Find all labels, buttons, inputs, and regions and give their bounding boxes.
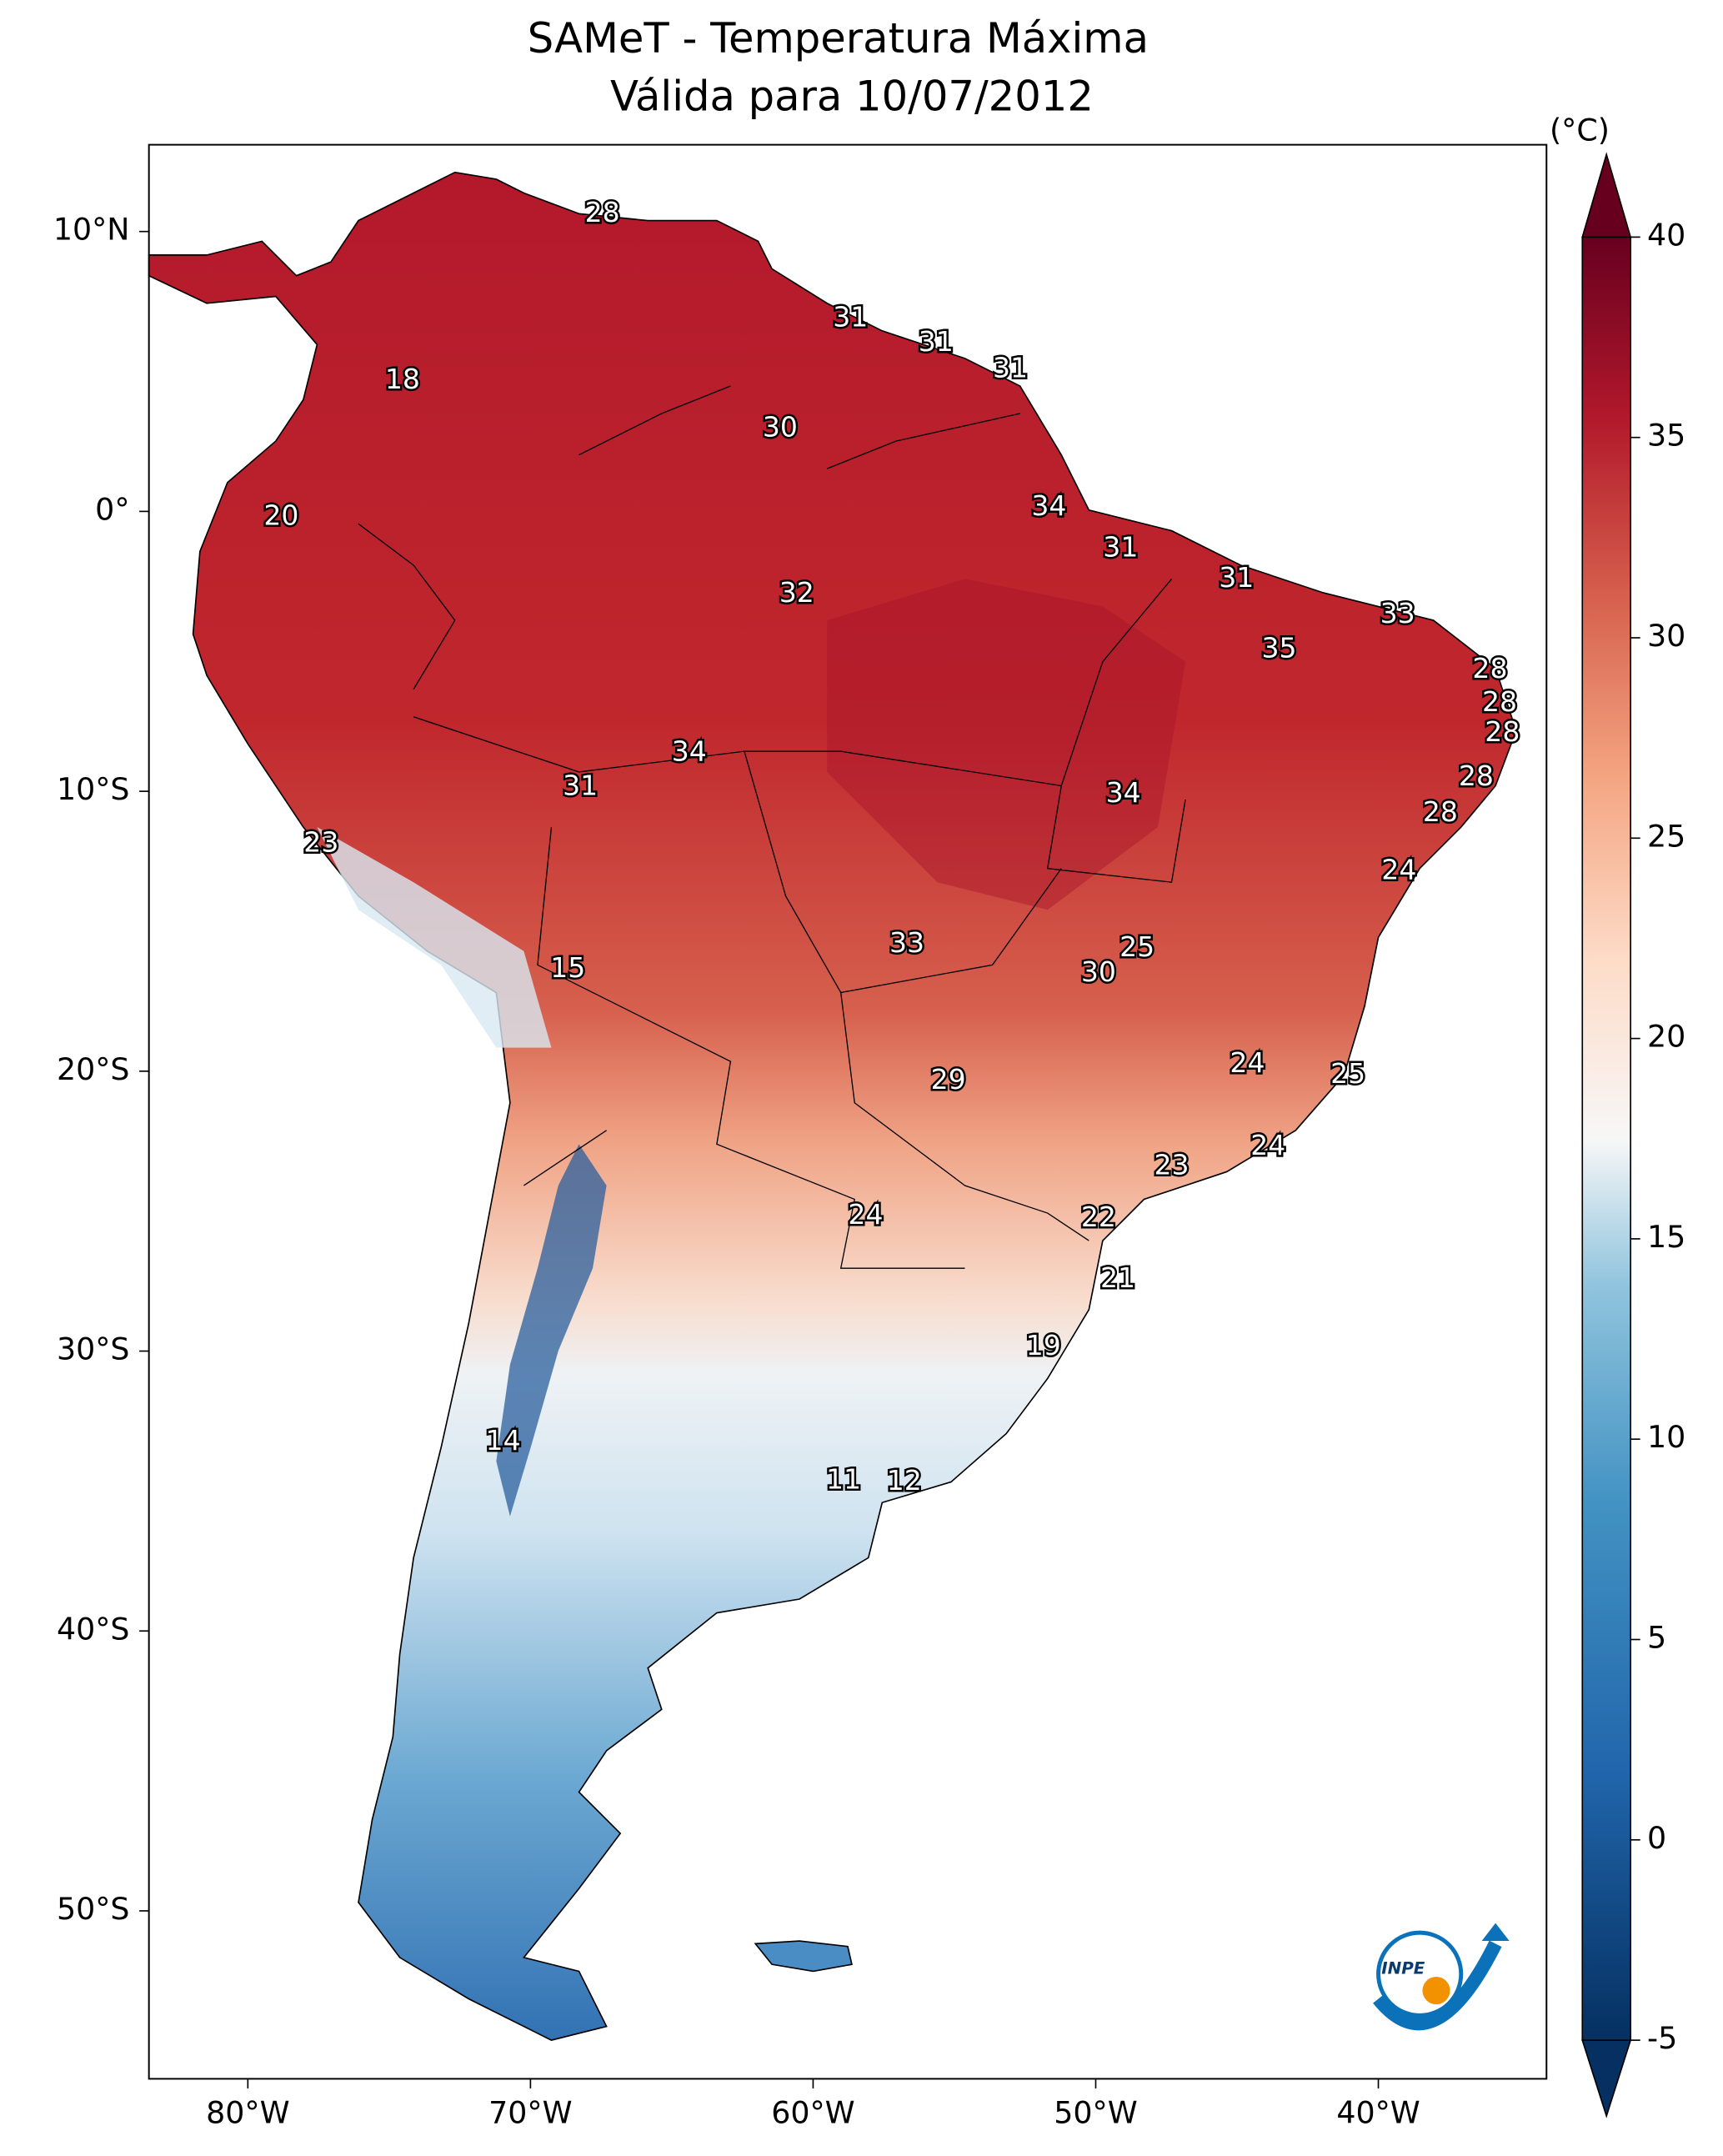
temperature-label: 31 — [563, 770, 598, 802]
y-tick-label: 40°S — [57, 1611, 130, 1647]
x-tick-label: 70°W — [488, 2094, 572, 2130]
temperature-label: 35 — [1261, 631, 1296, 664]
temperature-label: 34 — [672, 735, 707, 767]
logo-text: INPE — [1381, 1959, 1425, 1978]
x-tick-label: 80°W — [206, 2094, 289, 2130]
temperature-label: 14 — [486, 1424, 521, 1457]
temperature-label: 24 — [1250, 1129, 1285, 1161]
temperature-label: 30 — [763, 411, 798, 444]
y-tick-label: 10°S — [57, 771, 130, 807]
temperature-label: 33 — [889, 926, 924, 959]
colorbar-extend-min — [1581, 2039, 1632, 2118]
y-tick-label: 50°S — [57, 1891, 130, 1927]
temperature-label: 28 — [1482, 685, 1517, 718]
temperature-label: 24 — [848, 1198, 883, 1231]
temperature-label: 28 — [1472, 652, 1507, 684]
colorbar-tick-label: 20 — [1647, 1019, 1685, 1055]
colorbar-tick-label: 15 — [1647, 1219, 1685, 1255]
y-tick-label: 30°S — [57, 1331, 130, 1367]
subtitle: Válida para 10/07/2012 — [610, 72, 1094, 120]
colorbar: (°C) -5 0 5 10 15 20 25 30 35 40 — [1550, 113, 1685, 2118]
map-area: INPE 28313131183034203131323335282828342… — [148, 171, 1522, 2041]
temperature-label: 28 — [1423, 795, 1458, 828]
colorbar-tick-label: 40 — [1647, 217, 1685, 253]
temperature-label: 18 — [385, 363, 420, 395]
temperature-label: 28 — [1485, 715, 1520, 748]
colorbar-unit: (°C) — [1550, 113, 1610, 148]
inpe-logo: INPE — [1373, 1923, 1510, 2031]
title: SAMeT - Temperatura Máxima — [528, 14, 1149, 63]
x-tick-label: 60°W — [771, 2094, 854, 2130]
x-tick-label: 50°W — [1054, 2094, 1137, 2130]
temperature-label: 21 — [1100, 1261, 1135, 1294]
colorbar-tick-label: 35 — [1647, 418, 1685, 454]
colorbar-extend-max — [1581, 152, 1632, 238]
andes-cold — [496, 1144, 607, 1517]
colorbar-tick-label: 30 — [1647, 618, 1685, 654]
temperature-label: 31 — [993, 352, 1028, 384]
colorbar-tick-label: 5 — [1647, 1620, 1666, 1656]
temperature-label: 29 — [931, 1063, 966, 1096]
temperature-label: 31 — [833, 300, 868, 333]
temperature-label: 34 — [1031, 489, 1066, 522]
colorbar-tick-label: 10 — [1647, 1419, 1685, 1455]
colorbar-tick-label: -5 — [1647, 2020, 1677, 2056]
temperature-label: 28 — [585, 196, 620, 228]
temperature-label: 32 — [779, 576, 814, 609]
temperature-label: 33 — [1380, 597, 1415, 629]
colorbar-tick-label: 25 — [1647, 818, 1685, 854]
temperature-label: 12 — [887, 1464, 922, 1497]
borders — [358, 385, 1186, 1269]
temperature-label: 19 — [1026, 1329, 1061, 1361]
temperature-label: 15 — [550, 951, 585, 984]
falklands — [754, 1940, 853, 1973]
temperature-label: 11 — [826, 1462, 861, 1495]
temperature-label: 24 — [1230, 1046, 1265, 1079]
andes-cool — [317, 827, 552, 1048]
y-tick-label: 20°S — [57, 1051, 130, 1087]
continent — [148, 171, 1517, 2041]
temperature-label: 22 — [1081, 1201, 1116, 1233]
temperature-label: 31 — [1219, 561, 1254, 594]
x-tick-label: 40°W — [1336, 2094, 1420, 2130]
temperature-label: 31 — [1103, 531, 1138, 564]
temperature-label: 34 — [1106, 776, 1141, 809]
colorbar-tick-label: 0 — [1647, 1820, 1666, 1856]
y-tick-label: 10°N — [53, 212, 130, 248]
temperature-label: 30 — [1081, 955, 1116, 988]
temperature-label: 25 — [1119, 930, 1155, 963]
amazon-hot — [827, 579, 1186, 910]
temperature-label: 20 — [263, 499, 298, 532]
frame — [148, 143, 1548, 2080]
temperature-label: 24 — [1381, 853, 1416, 885]
temperature-label: 23 — [303, 825, 338, 858]
temperature-label: 23 — [1154, 1148, 1189, 1181]
y-tick-label: 0° — [95, 491, 129, 527]
temperature-label: 31 — [919, 325, 954, 358]
colorbar-body — [1581, 236, 1631, 2041]
temperature-label: 28 — [1459, 760, 1494, 792]
temperature-label: 25 — [1330, 1057, 1365, 1090]
